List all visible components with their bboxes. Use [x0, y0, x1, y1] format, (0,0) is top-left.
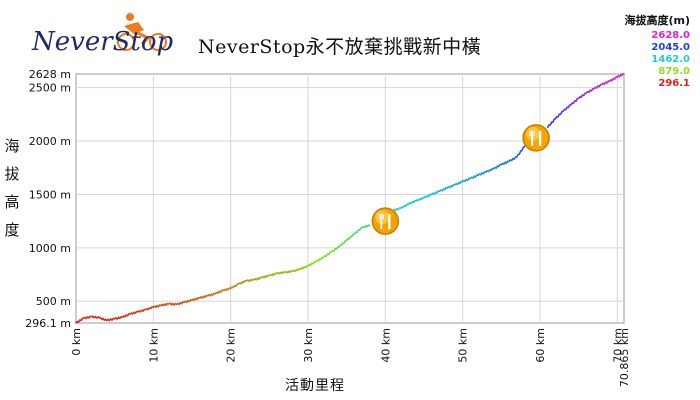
elevation-line-segment — [522, 145, 526, 149]
x-tick-label: 30 km — [302, 328, 315, 363]
legend-item: 296.1 — [658, 78, 690, 89]
legend-title: 海拔高度(m) — [624, 14, 690, 27]
plot-frame — [75, 73, 625, 324]
y-tick-label: 1500 m — [29, 188, 71, 201]
y-tick-label: 2500 m — [29, 82, 71, 95]
y-axis-label-char: 高 — [4, 193, 20, 211]
chart-title: NeverStop永不放棄挑戰新中橫 — [198, 36, 482, 58]
y-tick-label: 1000 m — [29, 242, 71, 255]
legend: 海拔高度(m) 2628.0 2045.0 1462.0 879.0 296.1 — [596, 12, 690, 90]
y-axis-label-char: 海 — [4, 137, 20, 155]
x-tick-label: 70 km — [611, 328, 624, 363]
y-tick-label: 2000 m — [29, 135, 71, 148]
legend-item: 1462.0 — [651, 54, 690, 65]
y-axis-label-char: 度 — [4, 221, 20, 239]
x-tick-label: 50 km — [457, 328, 470, 363]
legend-item: 2045.0 — [651, 42, 690, 53]
y-tick-label: 296.1 m — [25, 317, 71, 330]
x-axis-label: 活動里程 — [285, 378, 345, 394]
legend-item: 2628.0 — [651, 30, 690, 41]
y-tick-label: 2628 m — [29, 68, 71, 81]
x-tick-label: 40 km — [379, 328, 392, 363]
logo-text: NeverStop — [31, 27, 174, 57]
x-tick-label: 20 km — [225, 328, 238, 363]
legend-items: 2628.0 2045.0 1462.0 879.0 296.1 — [596, 30, 690, 90]
neverstop-logo: NeverStop — [31, 13, 174, 57]
y-tick-label: 500 m — [36, 295, 71, 308]
y-axis-label: 海拔高度 — [4, 132, 20, 244]
y-axis-label-char: 拔 — [4, 165, 20, 183]
legend-item: 879.0 — [658, 66, 690, 77]
x-tick-label: 0 km — [70, 328, 83, 356]
x-tick-label: 10 km — [147, 328, 160, 363]
x-tick-label: 70.865 km — [618, 328, 631, 387]
x-tick-label: 60 km — [534, 328, 547, 363]
